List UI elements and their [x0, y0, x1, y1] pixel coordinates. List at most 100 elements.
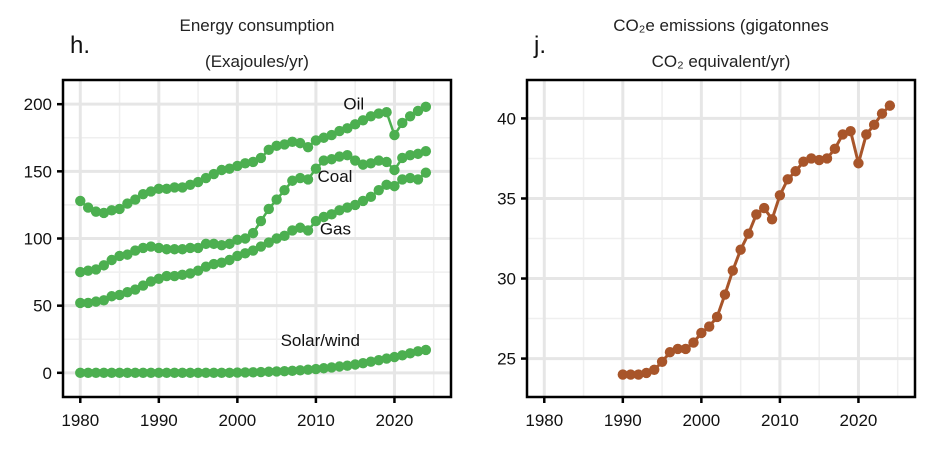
- data-point: [365, 356, 377, 367]
- data-point: [90, 296, 102, 307]
- data-point: [232, 234, 243, 246]
- data-point: [232, 160, 243, 172]
- data-point: [185, 242, 196, 254]
- data-point: [106, 367, 117, 379]
- data-point: [161, 367, 172, 379]
- data-point: [247, 367, 259, 378]
- data-point: [302, 141, 314, 153]
- data-point: [318, 211, 329, 223]
- panel-energy-consumption: Oil Coal Gas Solar/wind 0 50 100 150 200 1980 1990…: [24, 16, 453, 430]
- data-point: [397, 350, 408, 361]
- chart-title-line: Energy consumption: [180, 16, 335, 35]
- data-point: [334, 361, 345, 372]
- data-point: [145, 241, 157, 252]
- data-point: [349, 359, 361, 370]
- data-point: [82, 367, 94, 379]
- data-point: [719, 289, 731, 300]
- x-tick-label: 2000: [218, 411, 256, 430]
- x-axis: 1980 1990 2000 2010 2020: [61, 397, 413, 430]
- data-point: [837, 129, 848, 140]
- data-point: [373, 155, 384, 166]
- data-point: [326, 209, 337, 220]
- data-point: [357, 195, 369, 207]
- series-label: Gas: [320, 219, 351, 238]
- data-point: [279, 184, 290, 196]
- data-point: [381, 179, 392, 190]
- y-axis: 25 30 35 40: [497, 109, 527, 369]
- data-point: [208, 238, 220, 250]
- data-point: [774, 190, 786, 201]
- data-point: [672, 343, 684, 355]
- data-point: [735, 244, 746, 255]
- series-gas: Gas: [75, 167, 432, 309]
- data-point: [420, 344, 432, 356]
- data-point: [224, 367, 235, 379]
- data-point: [130, 245, 141, 256]
- data-point: [169, 244, 180, 255]
- data-point: [153, 273, 165, 284]
- data-point: [412, 105, 424, 117]
- data-point: [240, 233, 251, 244]
- data-point: [357, 159, 369, 170]
- data-point: [696, 327, 707, 339]
- data-point: [192, 367, 204, 379]
- data-point: [310, 215, 322, 227]
- data-point: [247, 245, 259, 256]
- data-point: [263, 203, 274, 215]
- data-point: [224, 163, 235, 174]
- major-gridlines: [527, 80, 915, 397]
- data-point: [868, 119, 880, 131]
- data-point: [798, 156, 809, 167]
- x-tick-label: 1990: [604, 411, 642, 430]
- data-point: [743, 228, 754, 239]
- data-point: [137, 367, 149, 379]
- panel-label: j.: [533, 32, 546, 59]
- x-tick-label: 2000: [682, 411, 720, 430]
- data-point: [861, 129, 872, 140]
- chart-title-line: CO₂ equivalent/yr): [652, 52, 791, 71]
- data-point: [90, 264, 102, 275]
- data-point: [263, 366, 274, 377]
- data-point: [185, 268, 196, 279]
- data-point: [853, 158, 864, 169]
- data-point: [704, 321, 715, 332]
- data-point: [420, 101, 432, 113]
- data-point: [177, 367, 188, 379]
- panel-label: h.: [70, 32, 90, 59]
- data-point: [192, 265, 204, 276]
- data-point: [326, 362, 337, 373]
- data-point: [404, 150, 416, 161]
- data-point: [192, 242, 204, 254]
- data-point: [310, 363, 322, 375]
- x-tick-label: 1980: [525, 411, 563, 430]
- series-co2e-emissions: [617, 100, 896, 380]
- data-point: [75, 297, 86, 309]
- data-point: [326, 154, 337, 165]
- data-point: [90, 367, 102, 379]
- data-point: [271, 366, 282, 377]
- data-point: [122, 367, 133, 379]
- data-point: [90, 206, 102, 217]
- data-point: [412, 346, 424, 357]
- data-point: [279, 139, 290, 150]
- data-point: [114, 289, 125, 301]
- data-point: [294, 222, 306, 233]
- data-point: [389, 180, 400, 192]
- data-point: [294, 137, 306, 149]
- data-point: [342, 202, 353, 213]
- data-point: [302, 364, 314, 375]
- data-point: [98, 295, 110, 306]
- panel-co2e-emissions: 25 30 35 40 1980 1990 2000 2010 2020 CO₂e emissio…: [497, 16, 917, 430]
- series-label: Solar/wind: [281, 331, 360, 350]
- data-point: [318, 363, 329, 374]
- data-point: [876, 108, 888, 119]
- data-point: [122, 198, 133, 209]
- series-oil: Oil: [75, 95, 432, 219]
- y-tick-label: 25: [497, 350, 516, 369]
- data-point: [287, 365, 298, 377]
- data-point: [153, 367, 165, 379]
- data-point: [177, 244, 188, 255]
- data-point: [287, 136, 298, 147]
- data-point: [821, 153, 833, 164]
- data-point: [829, 143, 841, 155]
